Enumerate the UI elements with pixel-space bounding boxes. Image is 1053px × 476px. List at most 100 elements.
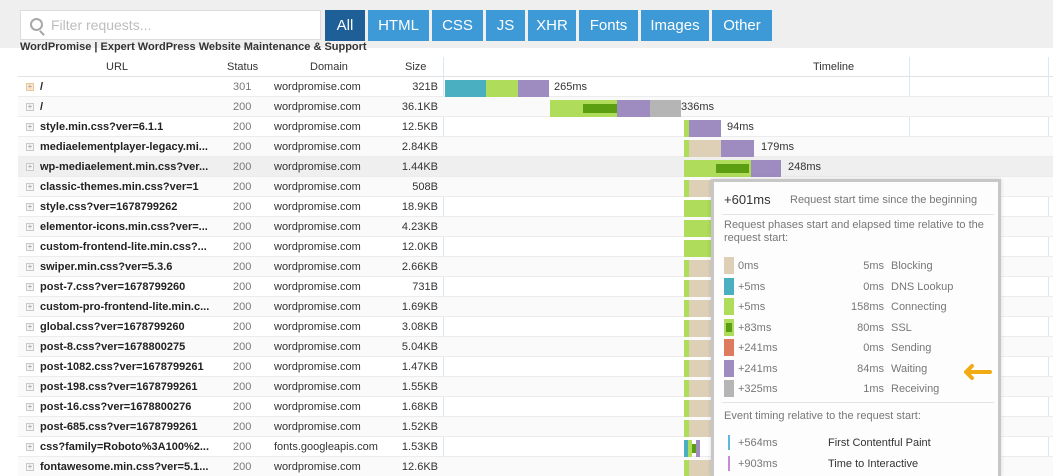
request-status: 200 [233,361,252,373]
request-domain: wordpromise.com [274,121,361,133]
phase-name: Connecting [891,301,947,313]
table-row[interactable]: + post-7.css?ver=1678799260 200 wordpromise… [18,277,1053,297]
table-row[interactable]: + custom-frontend-lite.min.css?... 200 word… [18,237,1053,257]
timeline-duration: 179ms [761,141,795,153]
expand-row-icon[interactable]: + [26,322,34,331]
expand-row-icon[interactable]: + [26,82,34,91]
request-url: style.min.css?ver=6.1.1 [40,121,164,133]
expand-row-icon[interactable]: + [26,422,34,431]
request-domain: wordpromise.com [274,181,361,193]
phase-name: Waiting [891,362,928,375]
filter-xhr-button[interactable]: XHR [528,10,576,41]
timeline-bar-waiting [689,120,721,137]
table-row[interactable]: + / 301 wordpromise.com 321B 265ms [18,77,1053,97]
table-row[interactable]: + wp-mediaelement.min.css?ver... 200 wordpr… [18,157,1053,177]
timeline-bar-connecting [684,200,689,217]
expand-row-icon[interactable]: + [26,102,34,111]
phase-start: +241ms [738,342,778,354]
expand-row-icon[interactable]: + [26,382,34,391]
expand-row-icon[interactable]: + [26,182,34,191]
request-status: 301 [233,81,252,93]
column-url[interactable]: URL [106,61,129,73]
timeline-bar-connecting [684,420,689,437]
request-status: 200 [233,181,252,193]
filter-other-button[interactable]: Other [712,10,772,41]
request-status: 200 [233,421,252,433]
table-row[interactable]: + post-16.css?ver=1678800276 200 wordpromis… [18,397,1053,417]
timeline-bar-ssl [583,104,617,113]
table-row[interactable]: + / 200 wordpromise.com 36.1KB 336ms [18,97,1053,117]
expand-row-icon[interactable]: + [26,142,34,151]
filter-css-button[interactable]: CSS [432,10,483,41]
request-url: classic-themes.min.css?ver=1 [40,181,199,193]
filter-html-button[interactable]: HTML [368,10,429,41]
expand-row-icon[interactable]: + [26,342,34,351]
filter-images-button[interactable]: Images [641,10,709,41]
request-url: / [40,81,44,93]
table-row[interactable]: + css?family=Roboto%3A100%2... 200 fonts.go… [18,437,1053,457]
table-row[interactable]: + mediaelementplayer-legacy.mi... 200 wordp… [18,137,1053,157]
expand-row-icon[interactable]: + [26,362,34,371]
event-marker-icon [728,456,730,471]
timeline-bar-connecting [684,460,689,476]
expand-row-icon[interactable]: + [26,242,34,251]
request-status: 200 [233,161,252,173]
filter-fonts-button[interactable]: Fonts [579,10,638,41]
request-status: 200 [233,401,252,413]
phase-start: +325ms [738,383,778,395]
filter-all-button[interactable]: All [325,10,365,41]
request-size: 36.1KB [401,101,438,113]
expand-row-icon[interactable]: + [26,462,34,471]
expand-row-icon[interactable]: + [26,282,34,291]
expand-row-icon[interactable]: + [26,162,34,171]
request-url: style.css?ver=1678799262 [40,201,178,213]
request-domain: wordpromise.com [274,241,361,253]
column-status[interactable]: Status [227,61,259,73]
timeline-bar-connecting [684,360,689,377]
column-domain[interactable]: Domain [310,61,348,73]
table-row[interactable]: + style.css?ver=1678799262 200 wordpromise.… [18,197,1053,217]
request-size: 1.47KB [401,361,438,373]
expand-row-icon[interactable]: + [26,262,34,271]
request-size: 12.5KB [401,121,438,133]
timeline-bar-connecting [689,200,715,217]
phase-color-swatch [724,298,734,315]
column-size[interactable]: Size [405,61,427,73]
timeline-bar-ssl [692,444,696,453]
search-box[interactable] [20,10,321,40]
expand-row-icon[interactable]: + [26,122,34,131]
timeline-bar-connecting [684,140,689,157]
table-row[interactable]: + post-1082.css?ver=1678799261 200 wordprom… [18,357,1053,377]
table-row[interactable]: + style.min.css?ver=6.1.1 200 wordpromise.c… [18,117,1053,137]
expand-row-icon[interactable]: + [26,202,34,211]
timeline-bar-connecting [684,160,689,177]
request-size: 1.52KB [401,421,438,433]
timeline-bar-connecting [688,440,692,457]
request-size: 1.44KB [401,161,438,173]
filter-js-button[interactable]: JS [486,10,525,41]
expand-row-icon[interactable]: + [26,402,34,411]
timeline-bar-blocking [689,300,715,317]
request-size: 321B [412,81,438,93]
column-timeline[interactable]: Timeline [813,61,855,73]
timeline-bar-connecting [689,240,715,257]
expand-row-icon[interactable]: + [26,222,34,231]
request-domain: wordpromise.com [274,201,361,213]
request-size: 2.84KB [401,141,438,153]
timeline-bar-blocking [689,380,715,397]
table-row[interactable]: + global.css?ver=1678799260 200 wordpromise… [18,317,1053,337]
events-description: Event timing relative to the request sta… [724,410,921,422]
request-url: css?family=Roboto%3A100%2... [40,441,210,453]
expand-row-icon[interactable]: + [26,302,34,311]
filter-requests-input[interactable] [51,14,316,36]
request-domain: wordpromise.com [274,261,361,273]
phase-start: +83ms [738,321,772,334]
timeline-bar-connecting [684,380,689,397]
timeline-bar-blocking [689,280,715,297]
timeline-duration: 94ms [727,121,754,133]
request-status: 200 [233,321,252,333]
phase-name: SSL [891,321,912,334]
request-size: 5.04KB [401,341,438,353]
expand-row-icon[interactable]: + [26,442,34,451]
timeline-bar-blocking [689,420,715,437]
